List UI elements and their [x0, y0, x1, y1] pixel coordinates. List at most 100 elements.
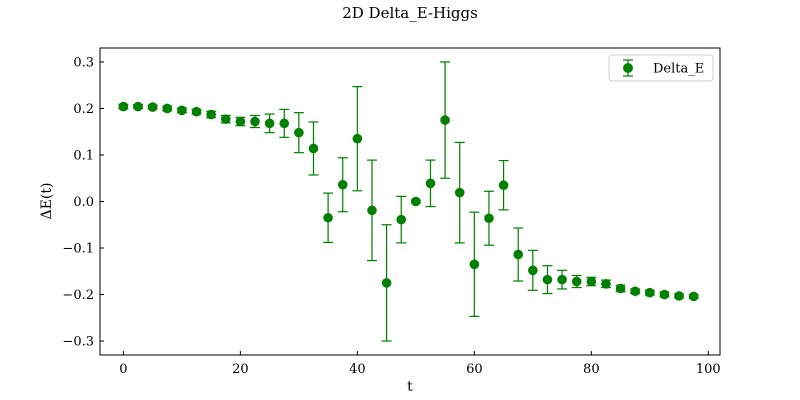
y-tick-label: 0.1: [73, 148, 94, 163]
data-point: [659, 289, 670, 300]
data-point: [410, 196, 421, 207]
point-marker: [220, 114, 231, 124]
legend-box: [608, 54, 714, 82]
point-marker: [235, 116, 246, 127]
data-point: [396, 195, 407, 244]
data-point: [366, 159, 377, 262]
data-point: [176, 105, 187, 116]
y-axis: −0.3 −0.2 −0.1 0.0 0.1 0.2 0.3: [62, 55, 104, 350]
x-tick-label: 80: [583, 362, 600, 377]
data-point: [118, 101, 129, 112]
data-point: [586, 276, 597, 287]
point-marker: [367, 205, 377, 216]
x-tick-label: 100: [696, 362, 721, 377]
point-marker: [586, 276, 597, 287]
point-marker: [688, 291, 699, 302]
x-tick-label: 60: [466, 362, 483, 377]
data-point: [571, 274, 582, 289]
data-point: [630, 286, 641, 297]
data-point: [323, 192, 334, 244]
point-marker: [571, 276, 582, 287]
point-marker: [615, 283, 626, 294]
point-marker: [659, 289, 670, 300]
data-point: [542, 265, 553, 295]
data-point: [250, 114, 260, 129]
point-marker: [513, 249, 524, 260]
point-marker: [601, 279, 611, 289]
point-marker: [147, 102, 158, 112]
data-point: [220, 114, 231, 124]
data-point: [206, 109, 217, 120]
point-marker: [264, 118, 275, 129]
point-marker: [440, 115, 450, 125]
data-point: [337, 157, 348, 213]
point-marker: [118, 101, 129, 112]
x-tick-label: 40: [349, 362, 366, 377]
data-point: [293, 112, 304, 154]
point-marker: [250, 116, 260, 127]
data-point: [381, 224, 392, 342]
point-marker: [352, 133, 363, 144]
point-marker: [162, 103, 173, 114]
x-axis: 0 20 40 60 80 100: [119, 351, 721, 377]
data-point: [162, 103, 173, 114]
data-point: [191, 106, 202, 117]
point-marker: [381, 278, 392, 288]
point-marker: [469, 259, 480, 270]
y-axis-label: ΔE(t): [39, 183, 55, 220]
x-tick-label: 20: [232, 362, 249, 377]
data-point: [483, 190, 494, 246]
data-point: [674, 291, 685, 301]
point-marker: [498, 180, 509, 191]
plot-area-frame: [99, 47, 721, 356]
point-marker: [528, 265, 538, 276]
data-point: [425, 159, 436, 208]
data-point: [557, 269, 568, 290]
point-marker: [645, 287, 655, 298]
data-point: [440, 61, 451, 179]
chart-title: 2D Delta_E-Higgs: [342, 4, 478, 22]
data-point: [352, 86, 363, 192]
legend-marker-icon: [623, 59, 633, 77]
data-point: [279, 108, 290, 138]
point-marker: [133, 101, 143, 112]
point-marker: [308, 143, 319, 154]
data-point: [527, 249, 538, 291]
point-marker: [191, 106, 202, 117]
data-point: [469, 211, 480, 317]
legend: Delta_E: [608, 54, 714, 82]
point-marker: [425, 178, 436, 189]
data-point: [147, 102, 158, 112]
data-point: [513, 227, 524, 282]
y-tick-label: −0.1: [62, 242, 94, 257]
data-point: [454, 141, 465, 244]
data-point: [133, 101, 144, 112]
data-point: [600, 279, 611, 289]
data-point: [615, 283, 626, 294]
point-marker: [206, 109, 216, 120]
point-marker: [323, 212, 333, 223]
data-point: [688, 291, 699, 302]
x-axis-label: t: [407, 379, 413, 395]
point-marker: [484, 213, 494, 224]
data-point: [264, 113, 275, 134]
data-point: [308, 121, 319, 176]
point-marker: [411, 196, 421, 207]
x-tick-label: 0: [119, 362, 127, 377]
y-tick-label: 0.3: [73, 55, 94, 70]
y-tick-label: −0.2: [62, 288, 94, 303]
point-marker: [294, 127, 304, 138]
y-tick-label: 0.0: [73, 195, 94, 210]
point-marker: [454, 187, 465, 198]
point-marker: [674, 291, 684, 301]
point-marker: [557, 274, 567, 285]
data-point: [498, 159, 509, 211]
point-marker: [279, 118, 290, 129]
point-marker: [177, 105, 187, 116]
data-point: [644, 287, 655, 298]
point-marker: [542, 274, 553, 285]
y-tick-label: 0.2: [73, 102, 94, 117]
data-point: [235, 116, 246, 127]
legend-entry-delta-e: Delta_E: [653, 62, 704, 77]
